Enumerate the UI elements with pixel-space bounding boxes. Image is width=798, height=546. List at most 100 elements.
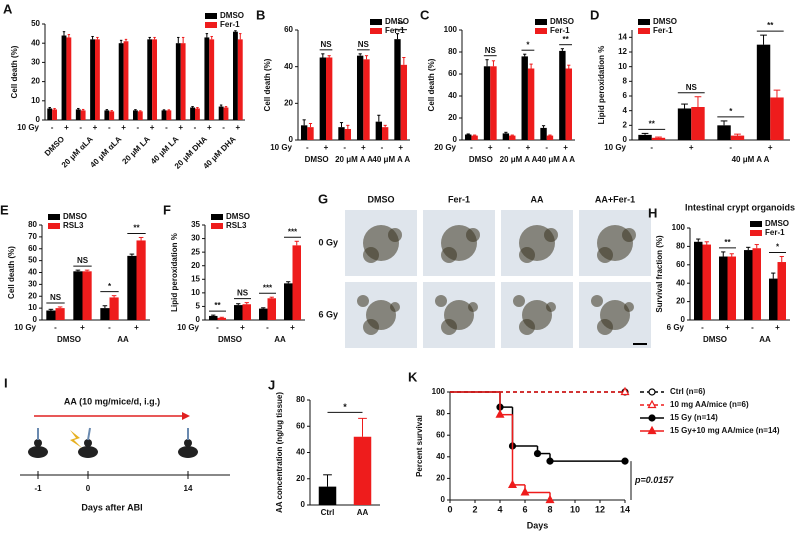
bar	[118, 43, 124, 121]
y-axis-label: Cell death (%)	[427, 58, 436, 111]
x-tick-label: -	[306, 143, 309, 152]
sig-label: **	[398, 20, 405, 29]
x-tick-label: AA	[357, 508, 369, 517]
survival-point	[507, 479, 518, 488]
bar	[136, 240, 146, 320]
bar	[47, 108, 53, 120]
bar	[109, 111, 115, 120]
sig-label: NS	[237, 289, 249, 298]
y-axis-label: Cell death (%)	[263, 58, 272, 111]
bar	[46, 310, 56, 320]
bar	[375, 121, 382, 140]
survival-point	[620, 386, 630, 396]
bar	[338, 127, 345, 140]
legend-label: Fer-1	[220, 20, 240, 29]
y-tick-label: 60	[676, 260, 685, 269]
legend-swatch	[370, 28, 382, 34]
y-tick-label: 80	[436, 409, 445, 418]
x-tick-label: 12	[595, 504, 605, 514]
x-tick-label: +	[64, 123, 69, 132]
legend-label: Fer-1	[550, 26, 570, 35]
bar	[752, 248, 761, 320]
survival-point	[545, 494, 555, 504]
organoid	[468, 302, 478, 312]
panel-label: B	[256, 7, 265, 22]
bar	[490, 66, 497, 140]
column-title: Fer-1	[448, 194, 470, 204]
organoid	[357, 295, 369, 307]
bar	[161, 110, 167, 120]
y-tick-label: 40	[296, 448, 305, 457]
x-tick-label: +	[324, 143, 329, 152]
bar	[166, 110, 172, 120]
organoid	[544, 228, 558, 242]
bar	[356, 55, 364, 140]
bar	[770, 97, 784, 140]
x-tick-label: -	[165, 123, 168, 132]
y-tick-label: 100	[432, 387, 446, 396]
organoid	[513, 295, 525, 307]
y-tick-label: 40	[436, 452, 445, 461]
bar	[152, 39, 157, 120]
x-tick-label: -	[508, 143, 511, 152]
legend-swatch	[535, 28, 547, 34]
organoid	[546, 302, 556, 312]
column-title: AA	[531, 194, 544, 204]
y-tick-label: 60	[296, 421, 305, 430]
x-tick-label: +	[80, 323, 85, 332]
bar	[267, 298, 276, 320]
y-tick-label: 100	[672, 223, 686, 232]
group-label: DMSO	[305, 155, 329, 164]
y-tick-label: 40	[448, 91, 457, 100]
group-label: DMSO	[469, 155, 493, 164]
y-tick-label: 20	[28, 291, 37, 300]
panel-label: D	[590, 7, 599, 22]
bar	[104, 110, 110, 120]
y-tick-label: 80	[676, 242, 685, 251]
y-tick-label: 60	[28, 244, 37, 253]
mouse-icon	[28, 427, 198, 458]
x-row-label: 10 Gy	[17, 123, 39, 132]
bar	[237, 39, 243, 120]
bar	[527, 68, 535, 140]
organoid	[591, 295, 603, 307]
x-tick-label: +	[121, 123, 126, 132]
bar	[217, 317, 226, 320]
sig-label: **	[724, 238, 731, 247]
organoid	[624, 302, 634, 312]
y-tick-label: 50	[31, 19, 40, 28]
survival-point	[533, 449, 542, 458]
organoid	[390, 302, 400, 312]
organoid	[466, 228, 480, 242]
bar	[319, 57, 326, 140]
x-tick-label: +	[178, 123, 183, 132]
bar	[509, 135, 516, 140]
legend-marker	[648, 388, 656, 396]
y-tick-label: 20	[284, 98, 293, 107]
organoid	[441, 247, 457, 263]
bar	[284, 283, 293, 320]
bar	[223, 107, 229, 120]
sig-label: *	[343, 402, 347, 412]
bar	[300, 125, 308, 140]
survival-point	[621, 457, 629, 465]
sig-label: **	[649, 120, 656, 129]
bar	[730, 135, 745, 140]
x-tick-label: +	[398, 143, 403, 152]
sig-label: NS	[320, 40, 332, 49]
y-tick-label: 10	[191, 288, 200, 297]
x-tick-label: +	[236, 123, 241, 132]
y-axis-label: Cell death (%)	[10, 45, 19, 98]
y-tick-label: 15	[191, 274, 200, 283]
group-label: DMSO	[703, 335, 727, 344]
bar	[233, 31, 238, 120]
panel-label: K	[408, 369, 418, 384]
bar	[109, 297, 119, 320]
bar	[75, 109, 81, 120]
legend-swatch	[48, 223, 60, 229]
legend-swatch	[211, 223, 223, 229]
y-tick-label: 10	[31, 96, 40, 105]
x-tick-label: -	[343, 143, 346, 152]
bar	[559, 50, 566, 140]
x-tick-label: -	[650, 143, 653, 152]
